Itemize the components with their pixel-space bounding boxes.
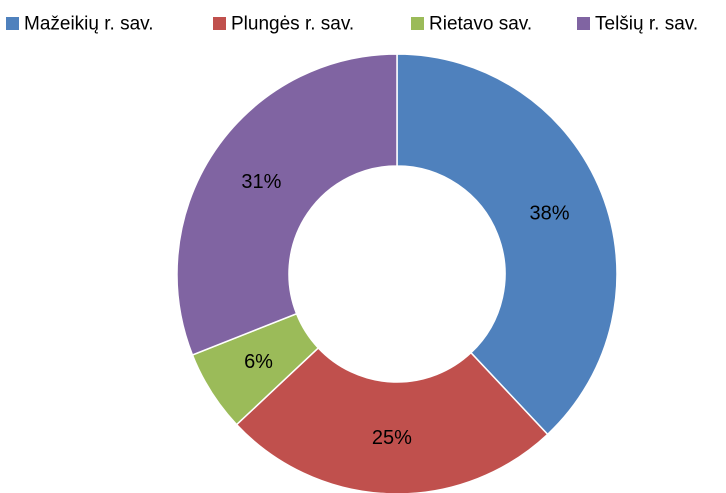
slice-plunges-r-sav xyxy=(235,346,549,493)
legend-item-plunges-r-sav: Plungės r. sav. xyxy=(213,14,354,35)
data-label-telsiu-r-sav: 31% xyxy=(241,171,281,193)
legend: Mažeikių r. sav. Plungės r. sav. Rietavo s… xyxy=(6,14,698,35)
legend-swatch xyxy=(6,17,19,30)
data-labels: 38% 25% 6% 31% xyxy=(241,171,569,449)
slice-telsiu-r-sav xyxy=(176,53,398,356)
data-label-rietavo-sav: 6% xyxy=(244,351,273,373)
data-label-plunges-r-sav: 25% xyxy=(372,427,412,449)
data-label-mazeikiu-r-sav: 38% xyxy=(529,203,569,225)
doughnut-slices xyxy=(176,53,618,493)
legend-swatch xyxy=(213,17,226,30)
legend-label: Rietavo sav. xyxy=(429,14,532,35)
legend-label: Telšių r. sav. xyxy=(595,14,698,35)
legend-label: Mažeikių r. sav. xyxy=(24,14,154,35)
legend-swatch xyxy=(577,17,590,30)
legend-item-telsiu-r-sav: Telšių r. sav. xyxy=(577,14,698,35)
legend-item-mazeikiu-r-sav: Mažeikių r. sav. xyxy=(6,14,154,35)
legend-item-rietavo-sav: Rietavo sav. xyxy=(411,14,532,35)
legend-swatch xyxy=(411,17,424,30)
slice-mazeikiu-r-sav xyxy=(396,53,618,436)
legend-label: Plungės r. sav. xyxy=(231,14,354,35)
